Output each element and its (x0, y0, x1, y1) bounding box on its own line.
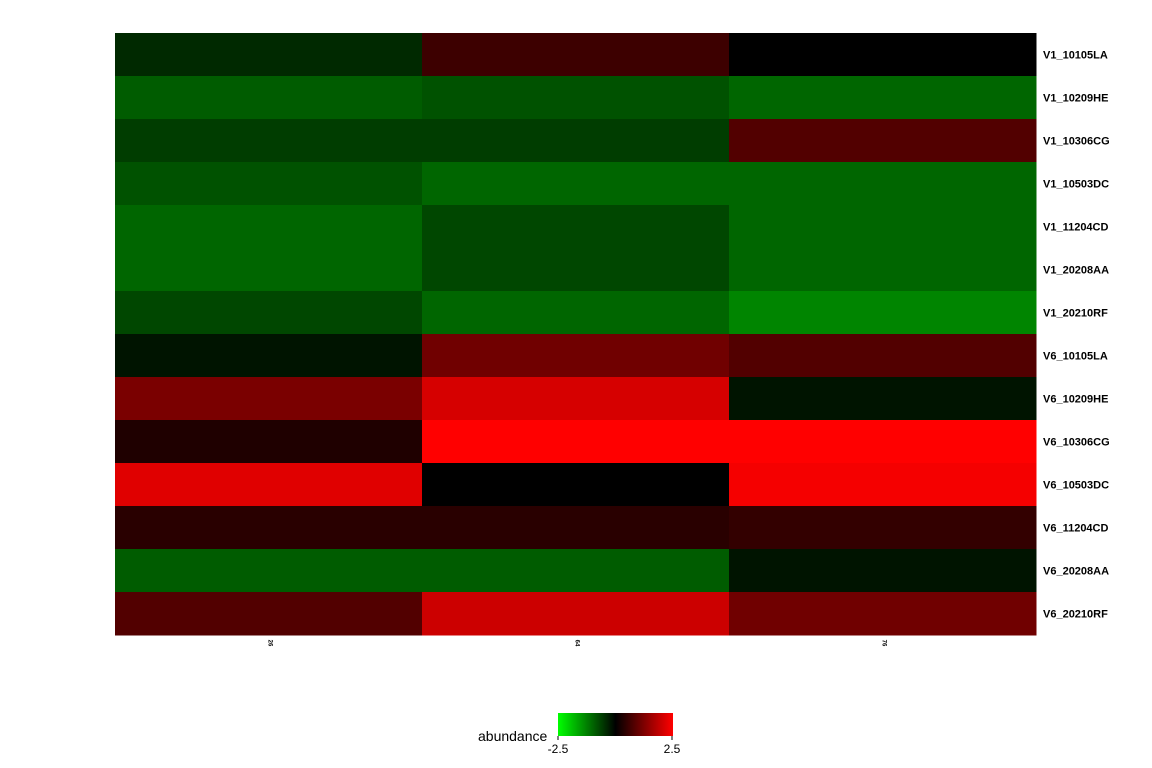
heatmap-cell (729, 377, 1037, 421)
heatmap-cell (422, 291, 730, 335)
legend-color-bar (558, 713, 673, 736)
legend-min-label: -2.5 (548, 742, 569, 756)
heatmap-cell (115, 420, 423, 464)
heatmap-cell (422, 205, 730, 249)
heatmap-cell (115, 33, 423, 77)
heatmap-cell (729, 463, 1037, 507)
heatmap-cell (422, 162, 730, 206)
row-label: V1_20210RF (1043, 308, 1108, 320)
row-labels: V1_10105LA V1_10209HE V1_10306CG V1_10503DC… (1043, 50, 1110, 621)
row-label: V6_20210RF (1043, 609, 1108, 621)
row-label: V1_11204CD (1043, 222, 1108, 234)
row-label: V1_10306CG (1043, 136, 1110, 148)
legend-title: abundance (478, 728, 548, 744)
row-label: V6_11204CD (1043, 523, 1108, 535)
heatmap-cell (115, 463, 423, 507)
row-label: V1_20208AA (1043, 265, 1109, 277)
heatmap-cell (729, 334, 1037, 378)
heatmap-cell (422, 33, 730, 77)
heatmap-cell (422, 463, 730, 507)
row-label: V1_10105LA (1043, 50, 1108, 62)
heatmap-cell (422, 76, 730, 120)
heatmap-cell (729, 291, 1037, 335)
heatmap-cell (115, 506, 423, 550)
heatmap-cell (115, 76, 423, 120)
heatmap-cell (115, 291, 423, 335)
heatmap-cell (729, 76, 1037, 120)
color-legend: abundance -2.5 2.5 (478, 713, 681, 756)
row-label: V6_10503DC (1043, 480, 1109, 492)
heatmap-cell (422, 592, 730, 636)
heatmap-cell (115, 377, 423, 421)
legend-max-label: 2.5 (664, 742, 681, 756)
heatmap-cell (422, 377, 730, 421)
heatmap-cell (115, 162, 423, 206)
heatmap-cell (422, 334, 730, 378)
row-label: V6_10209HE (1043, 394, 1108, 406)
heatmap-cell (729, 506, 1037, 550)
heatmap-cell (729, 420, 1037, 464)
heatmap-cell (422, 506, 730, 550)
heatmap-cell (729, 119, 1037, 163)
heatmap-cell (115, 119, 423, 163)
heatmap-cell (729, 592, 1037, 636)
column-label: 76 (881, 640, 887, 647)
heatmap-cell (729, 162, 1037, 206)
heatmap-cell (422, 119, 730, 163)
heatmap-cell (115, 549, 423, 593)
heatmap-cell (729, 248, 1037, 292)
heatmap-cell (729, 33, 1037, 77)
heatmap-cell (422, 420, 730, 464)
heatmap-cell (729, 549, 1037, 593)
row-label: V1_10503DC (1043, 179, 1109, 191)
heatmap-cell (115, 205, 423, 249)
row-label: V1_10209HE (1043, 93, 1108, 105)
heatmap-cell (115, 334, 423, 378)
heatmap-cell (729, 205, 1037, 249)
column-label: 26 (267, 640, 273, 647)
row-label: V6_10306CG (1043, 437, 1110, 449)
heatmap-cell (115, 592, 423, 636)
heatmap-cell (422, 549, 730, 593)
row-label: V6_10105LA (1043, 351, 1108, 363)
heatmap-cell (422, 248, 730, 292)
column-label: 64 (574, 640, 580, 647)
column-labels: 26 64 76 (267, 640, 887, 647)
row-label: V6_20208AA (1043, 566, 1109, 578)
heatmap-cells (115, 33, 1037, 636)
heatmap-cell (115, 248, 423, 292)
